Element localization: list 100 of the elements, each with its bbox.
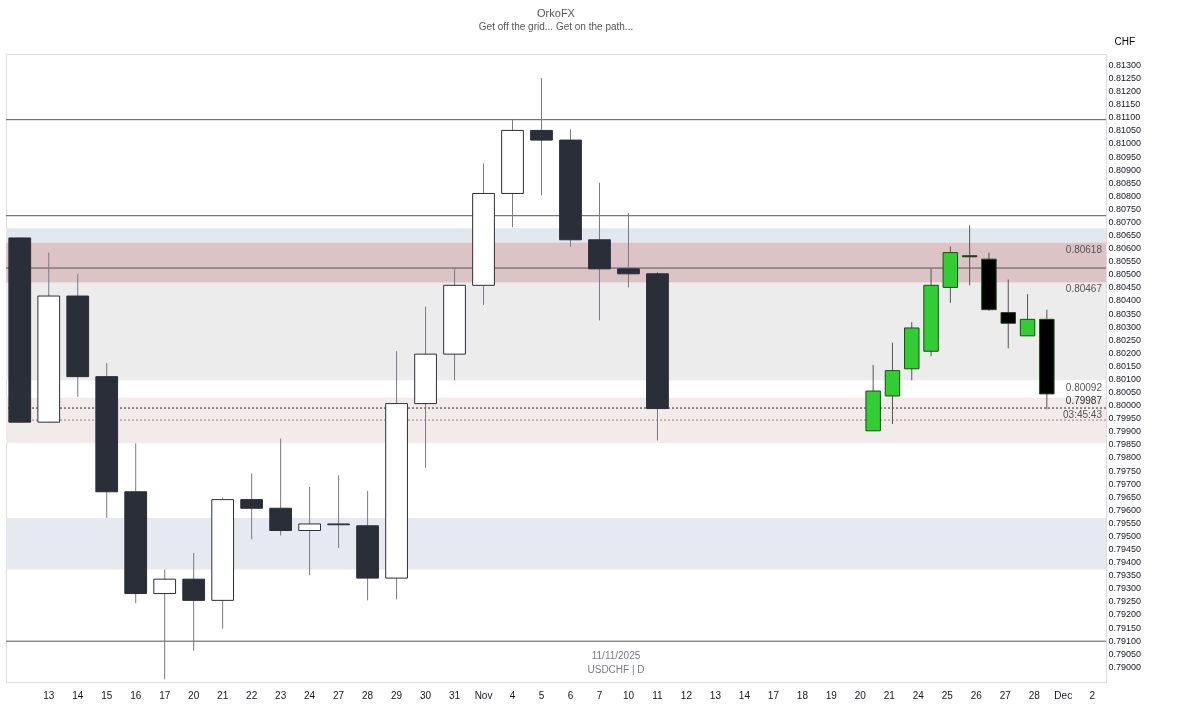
x-tick-label: 17 [767,689,780,701]
y-tick-label: 0.79650 [1108,491,1142,502]
x-tick-label: 26 [970,689,983,701]
candlestick [182,552,206,652]
annotation: 0.80618 [1065,243,1103,255]
y-tick-label: 0.79050 [1108,648,1142,659]
x-tick-label: 31 [448,689,461,701]
candlestick [153,568,177,680]
x-tick-label: 19 [825,689,838,701]
candlestick [1019,293,1036,337]
y-tick-label: 0.80500 [1108,269,1142,280]
y-tick-label: 0.80450 [1108,282,1142,293]
annotation: 11/11/2025 [591,650,641,661]
y-tick-label: 0.79350 [1108,570,1142,581]
x-tick-label: Dec [1054,689,1073,701]
y-tick-label: 0.79400 [1108,557,1142,568]
x-tick-label: 2 [1089,689,1096,701]
y-tick-label: 0.79950 [1108,413,1142,424]
y-tick-label: 0.81300 [1108,59,1142,70]
x-tick-label: 14 [72,689,84,701]
x-tick-label: 21 [883,689,896,701]
x-tick-label: 16 [130,689,142,701]
y-axis-title: CHF [1114,35,1136,47]
y-tick-label: 0.81000 [1108,138,1142,149]
annotation: 0.80467 [1065,283,1103,295]
y-tick-label: 0.79600 [1108,504,1142,515]
x-tick-label: 15 [101,689,113,701]
chart-title: OrkoFX [537,7,576,19]
x-tick-label: 28 [1028,689,1041,701]
y-tick-label: 0.80950 [1108,151,1142,162]
y-tick-label: 0.79550 [1108,517,1142,528]
y-tick-label: 0.80200 [1108,347,1142,358]
candlestick [530,77,553,196]
x-tick-label: 27 [333,689,345,701]
annotation: USDCHF | D [587,664,645,675]
candlestick [1000,279,1016,349]
candlestick [269,438,293,536]
y-tick-label: 0.80650 [1108,230,1142,241]
x-tick-label: 30 [420,689,432,701]
y-tick-label: 0.79900 [1108,426,1142,437]
x-tick-label: 24 [912,689,925,701]
x-tick-label: 17 [159,689,171,701]
x-tick-label: 6 [567,689,574,701]
y-tick-label: 0.81150 [1108,99,1141,110]
x-tick-label: 23 [275,689,287,701]
x-tick-label: 20 [854,689,867,701]
y-tick-label: 0.80250 [1108,334,1142,345]
x-tick-label: 13 [43,689,55,701]
x-tick-label: 7 [596,689,603,701]
y-tick-label: 0.80400 [1108,295,1142,306]
x-tick-label: 21 [217,689,229,701]
x-tick-label: 25 [941,689,954,701]
annotation: 0.80092 [1065,381,1103,393]
x-tick-label: 5 [538,689,545,701]
y-tick-label: 0.79500 [1108,530,1142,541]
x-tick-label: Nov [474,689,493,701]
y-tick-label: 0.80900 [1108,164,1142,175]
y-tick-label: 0.79300 [1108,583,1142,594]
y-tick-label: 0.79850 [1108,439,1142,450]
y-tick-label: 0.80550 [1108,256,1142,267]
y-tick-label: 0.79200 [1108,609,1142,620]
y-tick-label: 0.79100 [1108,635,1142,646]
chart-subtitle: Get off the grid... Get on the path... [478,21,634,32]
x-tick-label: 11 [652,689,664,701]
y-tick-label: 0.80600 [1108,243,1142,254]
x-tick-label: 27 [999,689,1012,701]
y-tick-label: 0.81250 [1108,73,1142,84]
x-tick-label: 14 [738,689,751,701]
y-tick-label: 0.79700 [1108,478,1142,489]
y-tick-label: 0.79000 [1108,661,1142,672]
y-tick-label: 0.80300 [1108,321,1142,332]
y-tick-label: 0.80850 [1108,177,1142,188]
x-tick-label: 20 [188,689,200,701]
ref-line-label: 0.79987 [1065,395,1103,407]
x-tick-label: 12 [680,689,693,701]
x-tick-label: 4 [509,689,516,701]
y-tick-label: 0.79750 [1108,465,1142,476]
candlestick [240,472,264,540]
candlestick [298,486,321,576]
y-tick-label: 0.80100 [1108,373,1142,384]
x-tick-label: 28 [362,689,374,701]
y-tick-label: 0.80150 [1108,360,1142,371]
y-tick-label: 0.81050 [1108,125,1142,136]
y-tick-label: 0.79150 [1108,622,1142,633]
y-tick-label: 0.80050 [1108,387,1142,398]
x-tick-label: 10 [622,689,635,701]
y-tick-label: 0.80800 [1108,190,1142,201]
x-tick-label: 13 [709,689,722,701]
candlestick [617,212,640,288]
x-tick-label: 24 [304,689,316,701]
x-tick-label: 29 [391,689,403,701]
y-tick-label: 0.79250 [1108,596,1142,607]
candlestick [327,474,350,549]
y-tick-label: 0.80350 [1108,308,1142,319]
y-tick-label: 0.79450 [1108,544,1142,555]
x-tick-label: 22 [246,689,258,701]
x-tick-label: 18 [796,689,809,701]
y-tick-label: 0.81200 [1108,86,1142,97]
y-tick-label: 0.81100 [1108,112,1141,123]
y-tick-label: 0.80750 [1108,203,1142,214]
